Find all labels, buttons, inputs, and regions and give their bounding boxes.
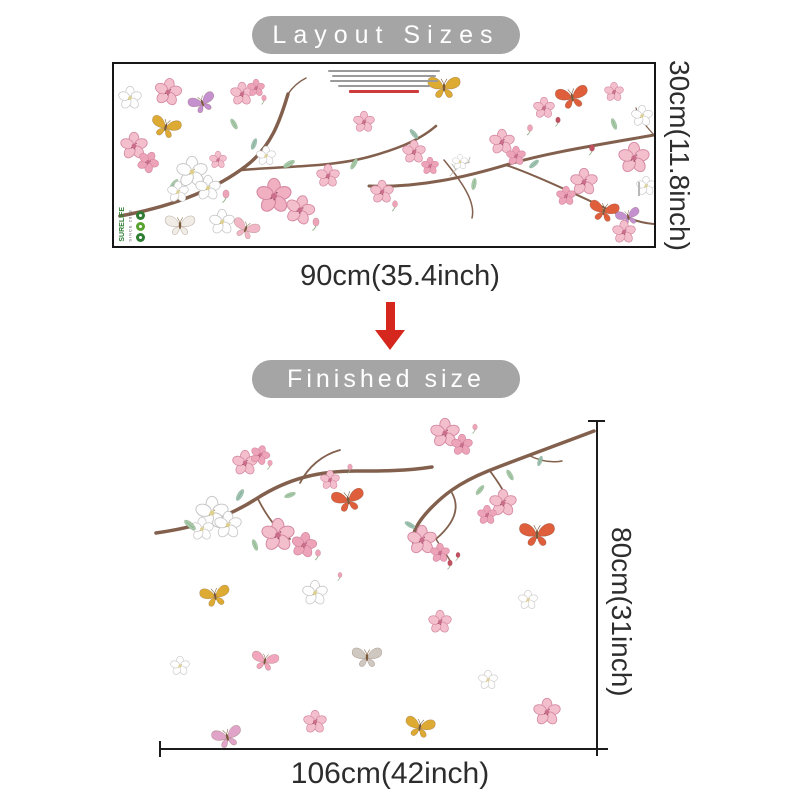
down-arrow-icon — [386, 302, 395, 330]
leaf-icon — [250, 538, 260, 552]
butterfly-icon — [351, 647, 383, 667]
flower-bud-icon — [391, 200, 399, 212]
instruction-microtext — [322, 70, 446, 93]
pink-flower-icon — [301, 709, 329, 735]
flower-bud-icon — [471, 423, 478, 434]
flower-bud-icon — [588, 144, 595, 156]
white-flower-icon — [630, 104, 654, 128]
leaf-icon — [504, 468, 516, 482]
vertical-dimension-line — [596, 421, 598, 756]
butterfly-icon — [587, 199, 621, 224]
white-flower-icon — [300, 579, 330, 607]
sku-microtext — [638, 182, 640, 196]
pink-flower-icon — [616, 141, 652, 175]
pink-flower-icon — [314, 163, 342, 189]
white-flower-icon — [169, 655, 191, 677]
branch-strokes — [118, 77, 656, 225]
sheet-width-dimension: 90cm(35.4inch) — [300, 260, 500, 292]
butterfly-icon — [249, 650, 280, 673]
butterfly-icon — [148, 114, 183, 141]
flower-bud-icon — [221, 189, 230, 203]
microtext-line — [328, 70, 440, 72]
flower-bud-icon — [337, 571, 343, 581]
leaf-icon — [283, 490, 297, 500]
eco-badge-icon — [136, 222, 146, 231]
layout-sizes-banner: Layout Sizes — [252, 16, 520, 54]
flower-bud-icon — [266, 459, 273, 470]
leaf-icon — [609, 117, 619, 131]
horizontal-dimension-left-tick — [159, 741, 161, 757]
brand-tagline: SINCE 2013 — [127, 209, 133, 242]
pink-flower-icon — [150, 75, 186, 109]
brand-name: SURELIFE — [119, 207, 126, 242]
butterfly-icon — [186, 90, 219, 116]
leaf-icon — [403, 519, 417, 531]
pink-flower-icon — [368, 179, 396, 205]
pink-flower-icon — [254, 177, 294, 215]
layout-sizes-label: Layout Sizes — [272, 20, 500, 49]
microtext-line — [332, 75, 436, 77]
flower-bud-icon — [526, 124, 533, 136]
brand-logo: SURELIFE SINCE 2013 — [119, 207, 146, 242]
leaf-icon — [234, 487, 246, 503]
butterfly-icon — [198, 584, 232, 609]
finished-height-dimension: 80cm(31inch) — [606, 527, 637, 697]
white-flower-icon — [477, 669, 499, 691]
pink-flower-icon — [531, 697, 563, 727]
butterfly-icon — [210, 724, 245, 750]
leaf-icon — [228, 117, 240, 131]
down-arrow-head-icon — [375, 330, 405, 350]
microtext-line — [338, 85, 430, 87]
butterfly-icon — [554, 84, 591, 111]
eco-badge-icon — [136, 211, 146, 220]
microtext-warning-line — [349, 90, 419, 93]
vertical-dimension-top-cap — [588, 420, 605, 422]
pink-flower-icon — [259, 517, 297, 553]
pink-flower-icon — [610, 219, 638, 245]
sticker-sheet-preview: SURELIFE SINCE 2013 — [112, 62, 657, 248]
leaf-icon — [527, 158, 541, 170]
leaf-icon — [249, 137, 259, 151]
eco-badge-icon — [136, 233, 146, 242]
horizontal-dimension-line — [160, 748, 608, 750]
finished-width-dimension: 106cm(42inch) — [290, 757, 490, 790]
sheet-height-dimension: 30cm(11.8inch) — [664, 59, 695, 251]
microtext-line — [330, 80, 438, 82]
flower-bud-icon — [554, 116, 561, 127]
pink-flower-icon — [426, 609, 454, 635]
butterfly-icon — [403, 715, 437, 740]
pink-flower-icon — [420, 156, 440, 176]
finished-size-label: Finished size — [287, 364, 485, 393]
white-flower-icon — [207, 208, 237, 236]
pink-flower-icon — [208, 150, 228, 170]
white-flower-icon — [116, 85, 144, 111]
butterfly-icon — [519, 523, 555, 546]
flower-bud-icon — [260, 94, 267, 105]
leaf-icon — [408, 127, 420, 141]
finished-layout-artwork — [154, 417, 596, 750]
sheet-artwork-flower-branches — [116, 75, 657, 245]
white-flower-icon — [255, 145, 277, 167]
pink-flower-icon — [429, 542, 451, 564]
pink-flower-icon — [352, 110, 376, 134]
pink-flower-icon — [603, 81, 625, 103]
butterfly-icon — [164, 215, 196, 235]
finished-size-banner: Finished size — [252, 360, 520, 398]
leaf-icon — [470, 177, 478, 191]
pink-flower-icon — [555, 185, 577, 207]
butterfly-icon — [229, 216, 262, 242]
leaf-icon — [474, 483, 486, 497]
flower-bud-icon — [311, 217, 320, 231]
butterfly-icon — [330, 487, 367, 514]
flower-bud-icon — [314, 549, 322, 561]
flower-bud-icon — [455, 551, 461, 561]
flower-bud-icon — [446, 559, 453, 570]
pink-flower-icon — [532, 96, 556, 120]
white-flower-icon — [517, 589, 539, 611]
